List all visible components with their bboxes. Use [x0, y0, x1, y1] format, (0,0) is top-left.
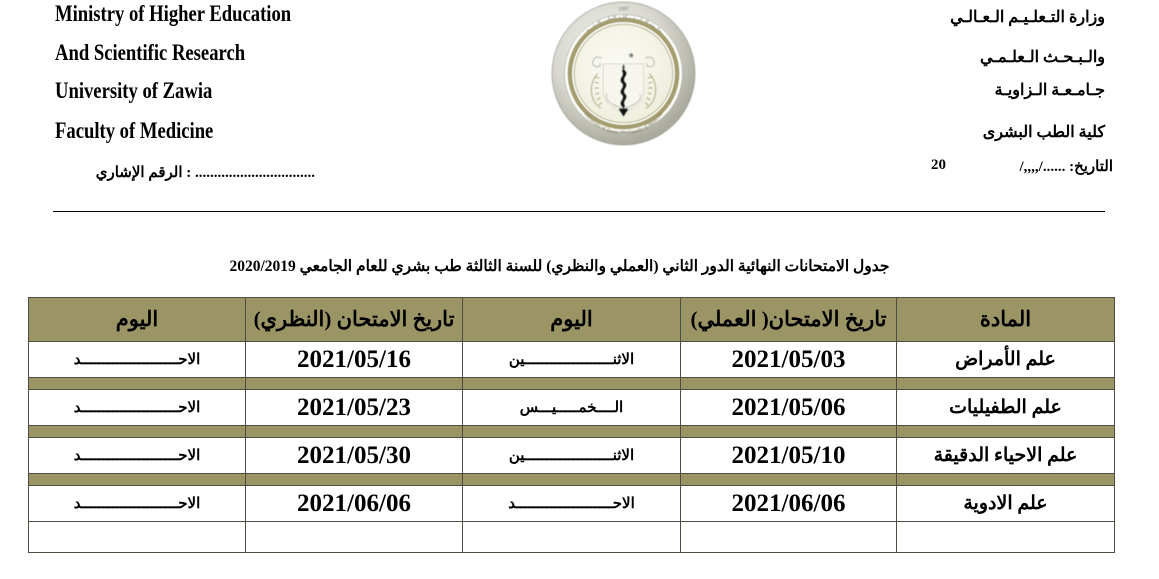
svg-text:1997: 1997	[618, 7, 629, 13]
